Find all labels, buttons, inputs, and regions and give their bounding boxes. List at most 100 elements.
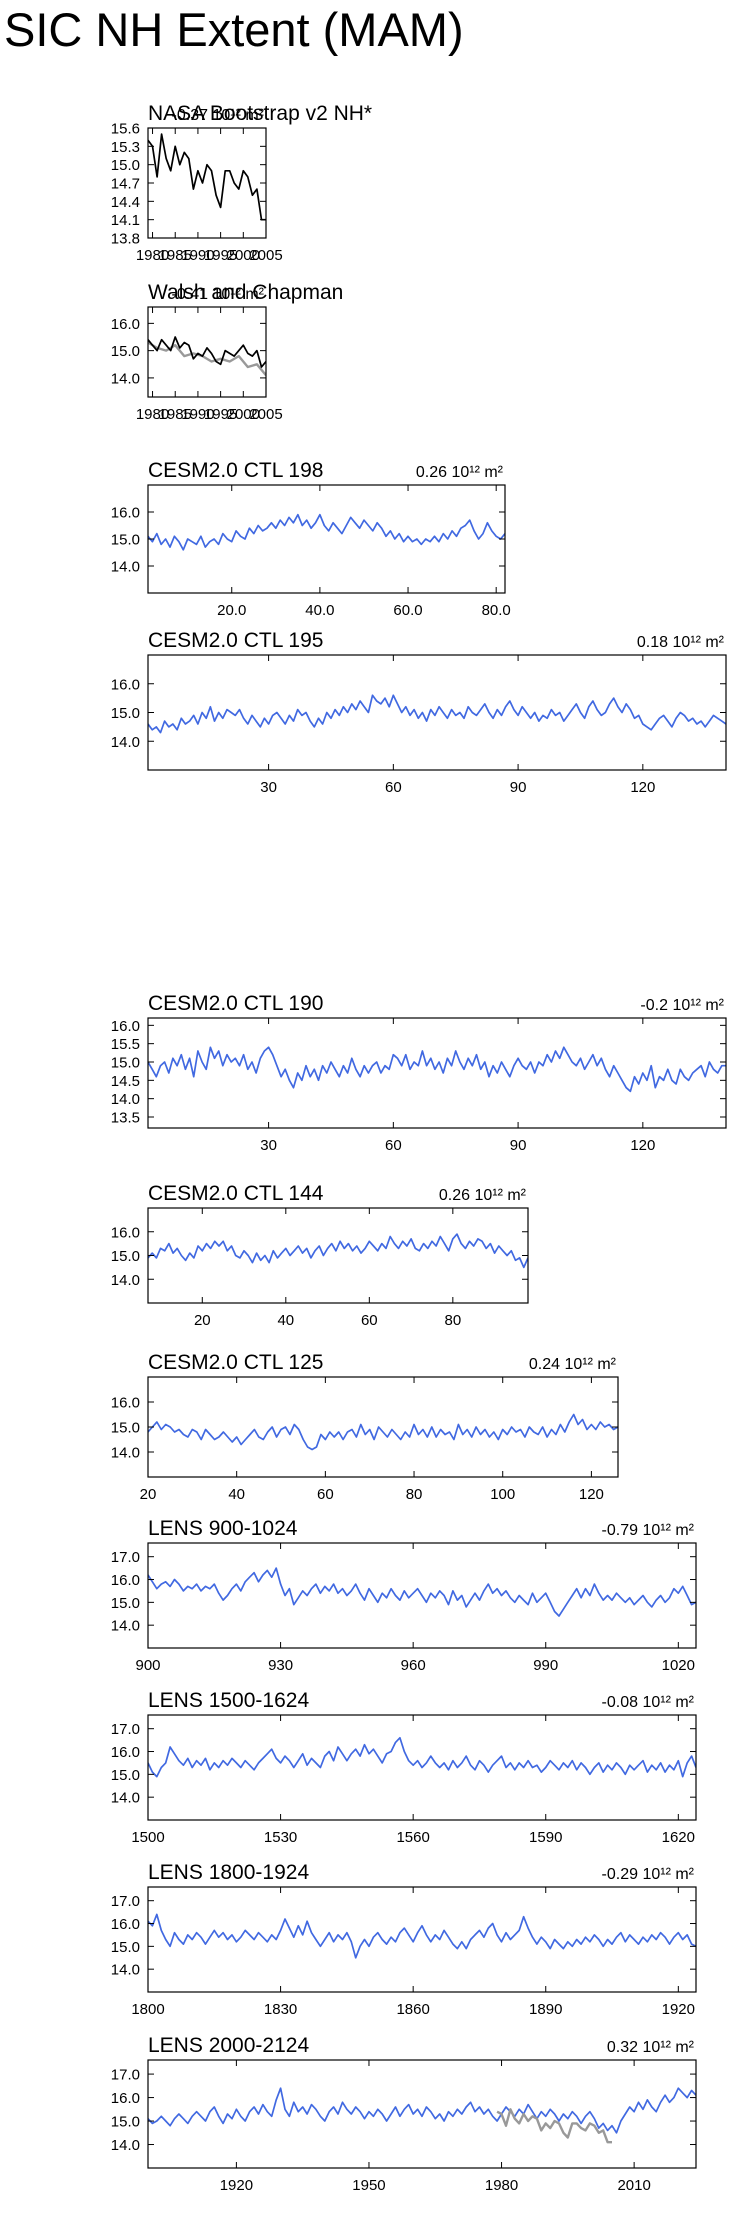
y-tick-label: 16.0 [111, 1744, 140, 1761]
panel-title: CESM2.0 CTL 144 [148, 1182, 324, 1205]
y-tick-label: 15.6 [111, 121, 140, 138]
plot-frame [147, 1714, 697, 1821]
y-tick-label: 16.0 [111, 1572, 140, 1589]
trend-label: 0.18 10¹² m² [637, 634, 725, 651]
x-tick-label: 2000 [227, 247, 260, 264]
chart-panel-6: CESM2.0 CTL 144 0.26 10¹² m² 16.0 15.0 14.0 2… [111, 1182, 529, 1329]
y-tick-label: 17.0 [111, 2067, 140, 2084]
y-tick-label: 17.0 [111, 1893, 140, 1910]
y-tick-label: 14.0 [111, 2137, 140, 2154]
x-tick-label: 1530 [264, 1829, 297, 1846]
chart-panel-4: CESM2.0 CTL 195 0.18 10¹² m² 16.0 15.0 14.0 3… [111, 629, 727, 796]
x-tick-label: 1985 [159, 247, 192, 264]
y-tick-label: 14.0 [111, 1272, 140, 1289]
x-tick-label: 30 [260, 779, 277, 796]
x-tick-label: 1020 [662, 1657, 695, 1674]
y-tick-label: 14.0 [111, 1962, 140, 1979]
x-tick-label: 60 [361, 1312, 378, 1329]
y-tick-label: 14.1 [111, 212, 140, 229]
x-tick-label: 1860 [396, 2001, 429, 2018]
y-tick-label: 16.0 [111, 1916, 140, 1933]
y-tick-label: 16.0 [111, 1224, 140, 1241]
series-line-obs-1 [148, 133, 266, 221]
chart-panel-5: CESM2.0 CTL 190 -0.2 10¹² m²16.015.515.01… [111, 992, 727, 1154]
y-tick-label: 14.7 [111, 176, 140, 193]
plot-frame [147, 2059, 697, 2169]
y-tick-label: 13.5 [111, 1110, 140, 1127]
y-tick-label: 14.0 [111, 559, 140, 576]
panel-title: CESM2.0 CTL 195 [148, 629, 323, 652]
chart-panel-11: LENS 2000-2124 0.32 10¹² m² 17.0 16.0 15.0 14… [111, 2034, 697, 2194]
y-tick-label: 14.0 [111, 1445, 140, 1462]
series-line-obs-2 [148, 336, 266, 368]
x-tick-label: 1950 [352, 2177, 385, 2194]
y-tick-label: 16.0 [111, 1395, 140, 1412]
series-line-model-1 [148, 1413, 618, 1451]
x-tick-label: 1980 [485, 2177, 518, 2194]
y-tick-label: 15.0 [111, 1420, 140, 1437]
series-lines [148, 1046, 726, 1093]
trend-label: 0.26 10¹² m² [416, 464, 504, 481]
series-lines [148, 1736, 696, 1778]
y-tick-label: 16.0 [111, 316, 140, 333]
series-line-model-1 [148, 2087, 696, 2134]
trend-label: 0.26 10¹² m² [439, 1187, 527, 1204]
panel-title: LENS 900-1024 [148, 1517, 298, 1540]
y-tick-label: 16.0 [111, 505, 140, 522]
y-tick-label: 15.0 [111, 1248, 140, 1265]
y-tick-label: 15.0 [111, 532, 140, 549]
series-lines [148, 694, 726, 734]
y-tick-label: 15.3 [111, 139, 140, 156]
series-line-overlay-2 [496, 2108, 612, 2144]
x-tick-label: 1985 [159, 406, 192, 423]
x-tick-label: 1990 [181, 406, 214, 423]
x-tick-label: 60 [385, 1137, 402, 1154]
x-tick-label: 960 [401, 1657, 426, 1674]
x-tick-label: 90 [510, 779, 527, 796]
x-tick-label: 20 [140, 1486, 157, 1503]
series-lines [148, 1413, 618, 1451]
x-tick-label: 2000 [227, 406, 260, 423]
y-tick-label: 15.5 [111, 1036, 140, 1053]
y-tick-label: 14.0 [111, 734, 140, 751]
trend-label: -0.29 10¹² m² [602, 1866, 695, 1883]
plot-frame [147, 127, 267, 239]
x-tick-label: 40 [228, 1486, 245, 1503]
x-tick-label: 90 [510, 1137, 527, 1154]
x-tick-label: 120 [630, 1137, 655, 1154]
y-tick-label: 13.8 [111, 231, 140, 248]
x-tick-label: 1920 [220, 2177, 253, 2194]
x-tick-label: 1830 [264, 2001, 297, 2018]
y-tick-label: 15.0 [111, 343, 140, 360]
x-tick-label: 1980 [136, 247, 169, 264]
y-tick-label: 15.0 [111, 1055, 140, 1072]
y-tick-label: 14.5 [111, 1073, 140, 1090]
panel-title: LENS 1800-1924 [148, 1861, 309, 1884]
panel-title: Walsh and Chapman [148, 281, 343, 304]
plot-frame [147, 1017, 727, 1129]
x-tick-label: 1800 [131, 2001, 164, 2018]
x-tick-label: 2005 [249, 406, 282, 423]
x-tick-label: 40 [277, 1312, 294, 1329]
series-lines [148, 336, 266, 376]
x-tick-label: 900 [135, 1657, 160, 1674]
y-tick-label: 14.0 [111, 1091, 140, 1108]
x-tick-label: 120 [579, 1486, 604, 1503]
x-tick-label: 1620 [662, 1829, 695, 1846]
plot-frame [147, 306, 267, 398]
series-lines [148, 1233, 528, 1269]
trend-label: -0.41 10¹² m² [172, 286, 265, 303]
x-tick-label: 1590 [529, 1829, 562, 1846]
x-tick-label: 60 [317, 1486, 334, 1503]
series-line-overlay-1 [148, 341, 266, 376]
y-tick-label: 15.0 [111, 705, 140, 722]
x-tick-label: 1920 [662, 2001, 695, 2018]
x-tick-label: 120 [630, 779, 655, 796]
y-tick-label: 17.0 [111, 1721, 140, 1738]
series-lines [148, 1567, 696, 1617]
x-tick-label: 20 [194, 1312, 211, 1329]
panel-title: CESM2.0 CTL 198 [148, 459, 323, 482]
y-tick-label: 16.0 [111, 1018, 140, 1035]
x-tick-label: 60 [385, 779, 402, 796]
x-tick-label: 1980 [136, 406, 169, 423]
